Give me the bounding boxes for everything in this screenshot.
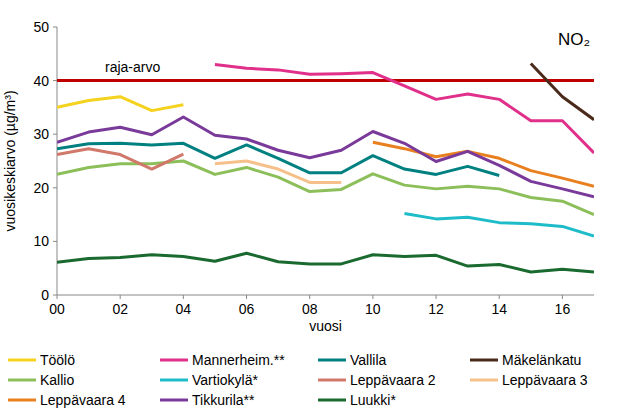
x-axis-title: vuosi [309,318,342,334]
series-line [57,253,594,272]
x-tick [499,295,500,299]
series-line [373,142,594,186]
legend-label: Vartiokylä* [192,372,258,388]
y-tick [53,187,57,188]
x-tick-label: 02 [112,301,128,317]
legend-swatch [318,399,346,402]
x-tick [372,295,373,299]
x-tick-label: 10 [365,301,381,317]
legend-swatch [160,379,188,382]
legend-swatch [470,359,498,362]
chart: 0 10 20 30 40 50 00 02 04 06 08 10 12 14 16 vuosi vuosik… [0,0,617,416]
series-line [215,161,341,182]
legend-swatch [8,359,36,362]
title: NO₂ [558,30,590,49]
series-line [531,63,594,119]
legend-label: Kallio [40,372,74,388]
x-tick [120,295,121,299]
legend-swatch [160,359,188,362]
legend-swatch [160,399,188,402]
x-tick [436,295,437,299]
y-tick [53,80,57,81]
series-line [215,65,594,153]
y-tick [53,241,57,242]
x-tick-label: 16 [555,301,571,317]
legend-swatch [318,359,346,362]
y-tick-label: 10 [33,233,49,249]
series-line [57,161,594,215]
x-tick [309,295,310,299]
legend-label: Leppävaara 3 [502,372,588,388]
legend-label: Mannerheim.** [192,352,285,368]
y-tick-label: 20 [33,180,49,196]
y-tick [53,134,57,135]
legend-swatch [8,379,36,382]
legend-label: Tikkurila** [192,392,255,408]
x-tick-label: 00 [49,301,65,317]
y-tick-label: 30 [33,126,49,142]
x-tick-label: 04 [176,301,192,317]
y-axis [57,27,58,295]
x-tick [246,295,247,299]
legend-label: Mäkelänkatu [502,352,581,368]
legend-swatch [318,379,346,382]
y-axis-title: vuosikeskiarvo (µg/m³) [2,90,18,231]
x-tick-label: 06 [239,301,255,317]
legend-label: Leppävaara 4 [40,392,126,408]
legend-swatch [470,379,498,382]
legend-label: Vallila [350,352,387,368]
y-tick [53,27,57,28]
y-tick-label: 40 [33,73,49,89]
x-tick-label: 08 [302,301,318,317]
y-tick [53,295,57,296]
y-tick-label: 0 [41,287,49,303]
plot-area [57,63,594,272]
x-tick [57,295,58,299]
x-axis [57,295,594,296]
limit-line [57,79,594,82]
series-line [57,97,183,111]
x-tick [183,295,184,299]
legend-label: Leppävaara 2 [350,372,436,388]
legend-swatch [8,399,36,402]
series-line [57,149,183,169]
x-tick [562,295,563,299]
x-tick-label: 14 [491,301,507,317]
legend-label: Luukki* [350,392,396,408]
series-line [57,117,594,197]
series-line [404,214,594,237]
legend-label: Töölö [40,352,75,368]
x-tick-label: 12 [428,301,444,317]
y-tick-label: 50 [33,19,49,35]
annotation: raja-arvo [105,59,160,75]
